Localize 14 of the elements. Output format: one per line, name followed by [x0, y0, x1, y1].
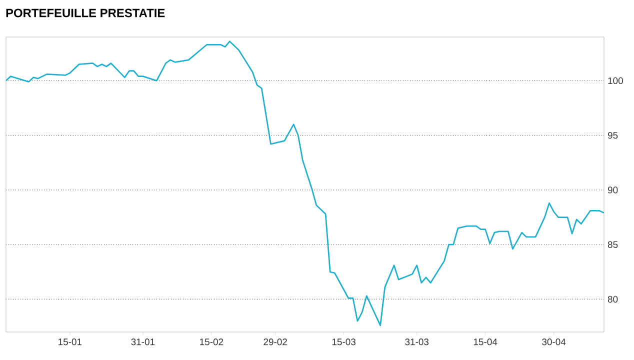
y-tick-label: 100 [608, 77, 623, 84]
x-tick-label: 29-02 [264, 338, 287, 346]
x-tick-label: 31-01 [131, 338, 155, 346]
y-tick-label: 80 [608, 296, 618, 303]
x-tick-label: 31-03 [405, 338, 429, 346]
y-tick-label: 90 [608, 186, 618, 194]
x-tick-label: 15-02 [200, 338, 224, 346]
y-tick-label: 85 [608, 241, 618, 248]
x-tick-label: 30-04 [542, 338, 566, 346]
x-tick-label: 15-01 [58, 338, 82, 346]
x-tick-label: 15-03 [332, 338, 356, 346]
y-tick-label: 95 [608, 132, 618, 139]
x-tick-label: 15-04 [474, 338, 498, 346]
chart-title: PORTEFEUILLE PRESTATIE [6, 8, 165, 18]
